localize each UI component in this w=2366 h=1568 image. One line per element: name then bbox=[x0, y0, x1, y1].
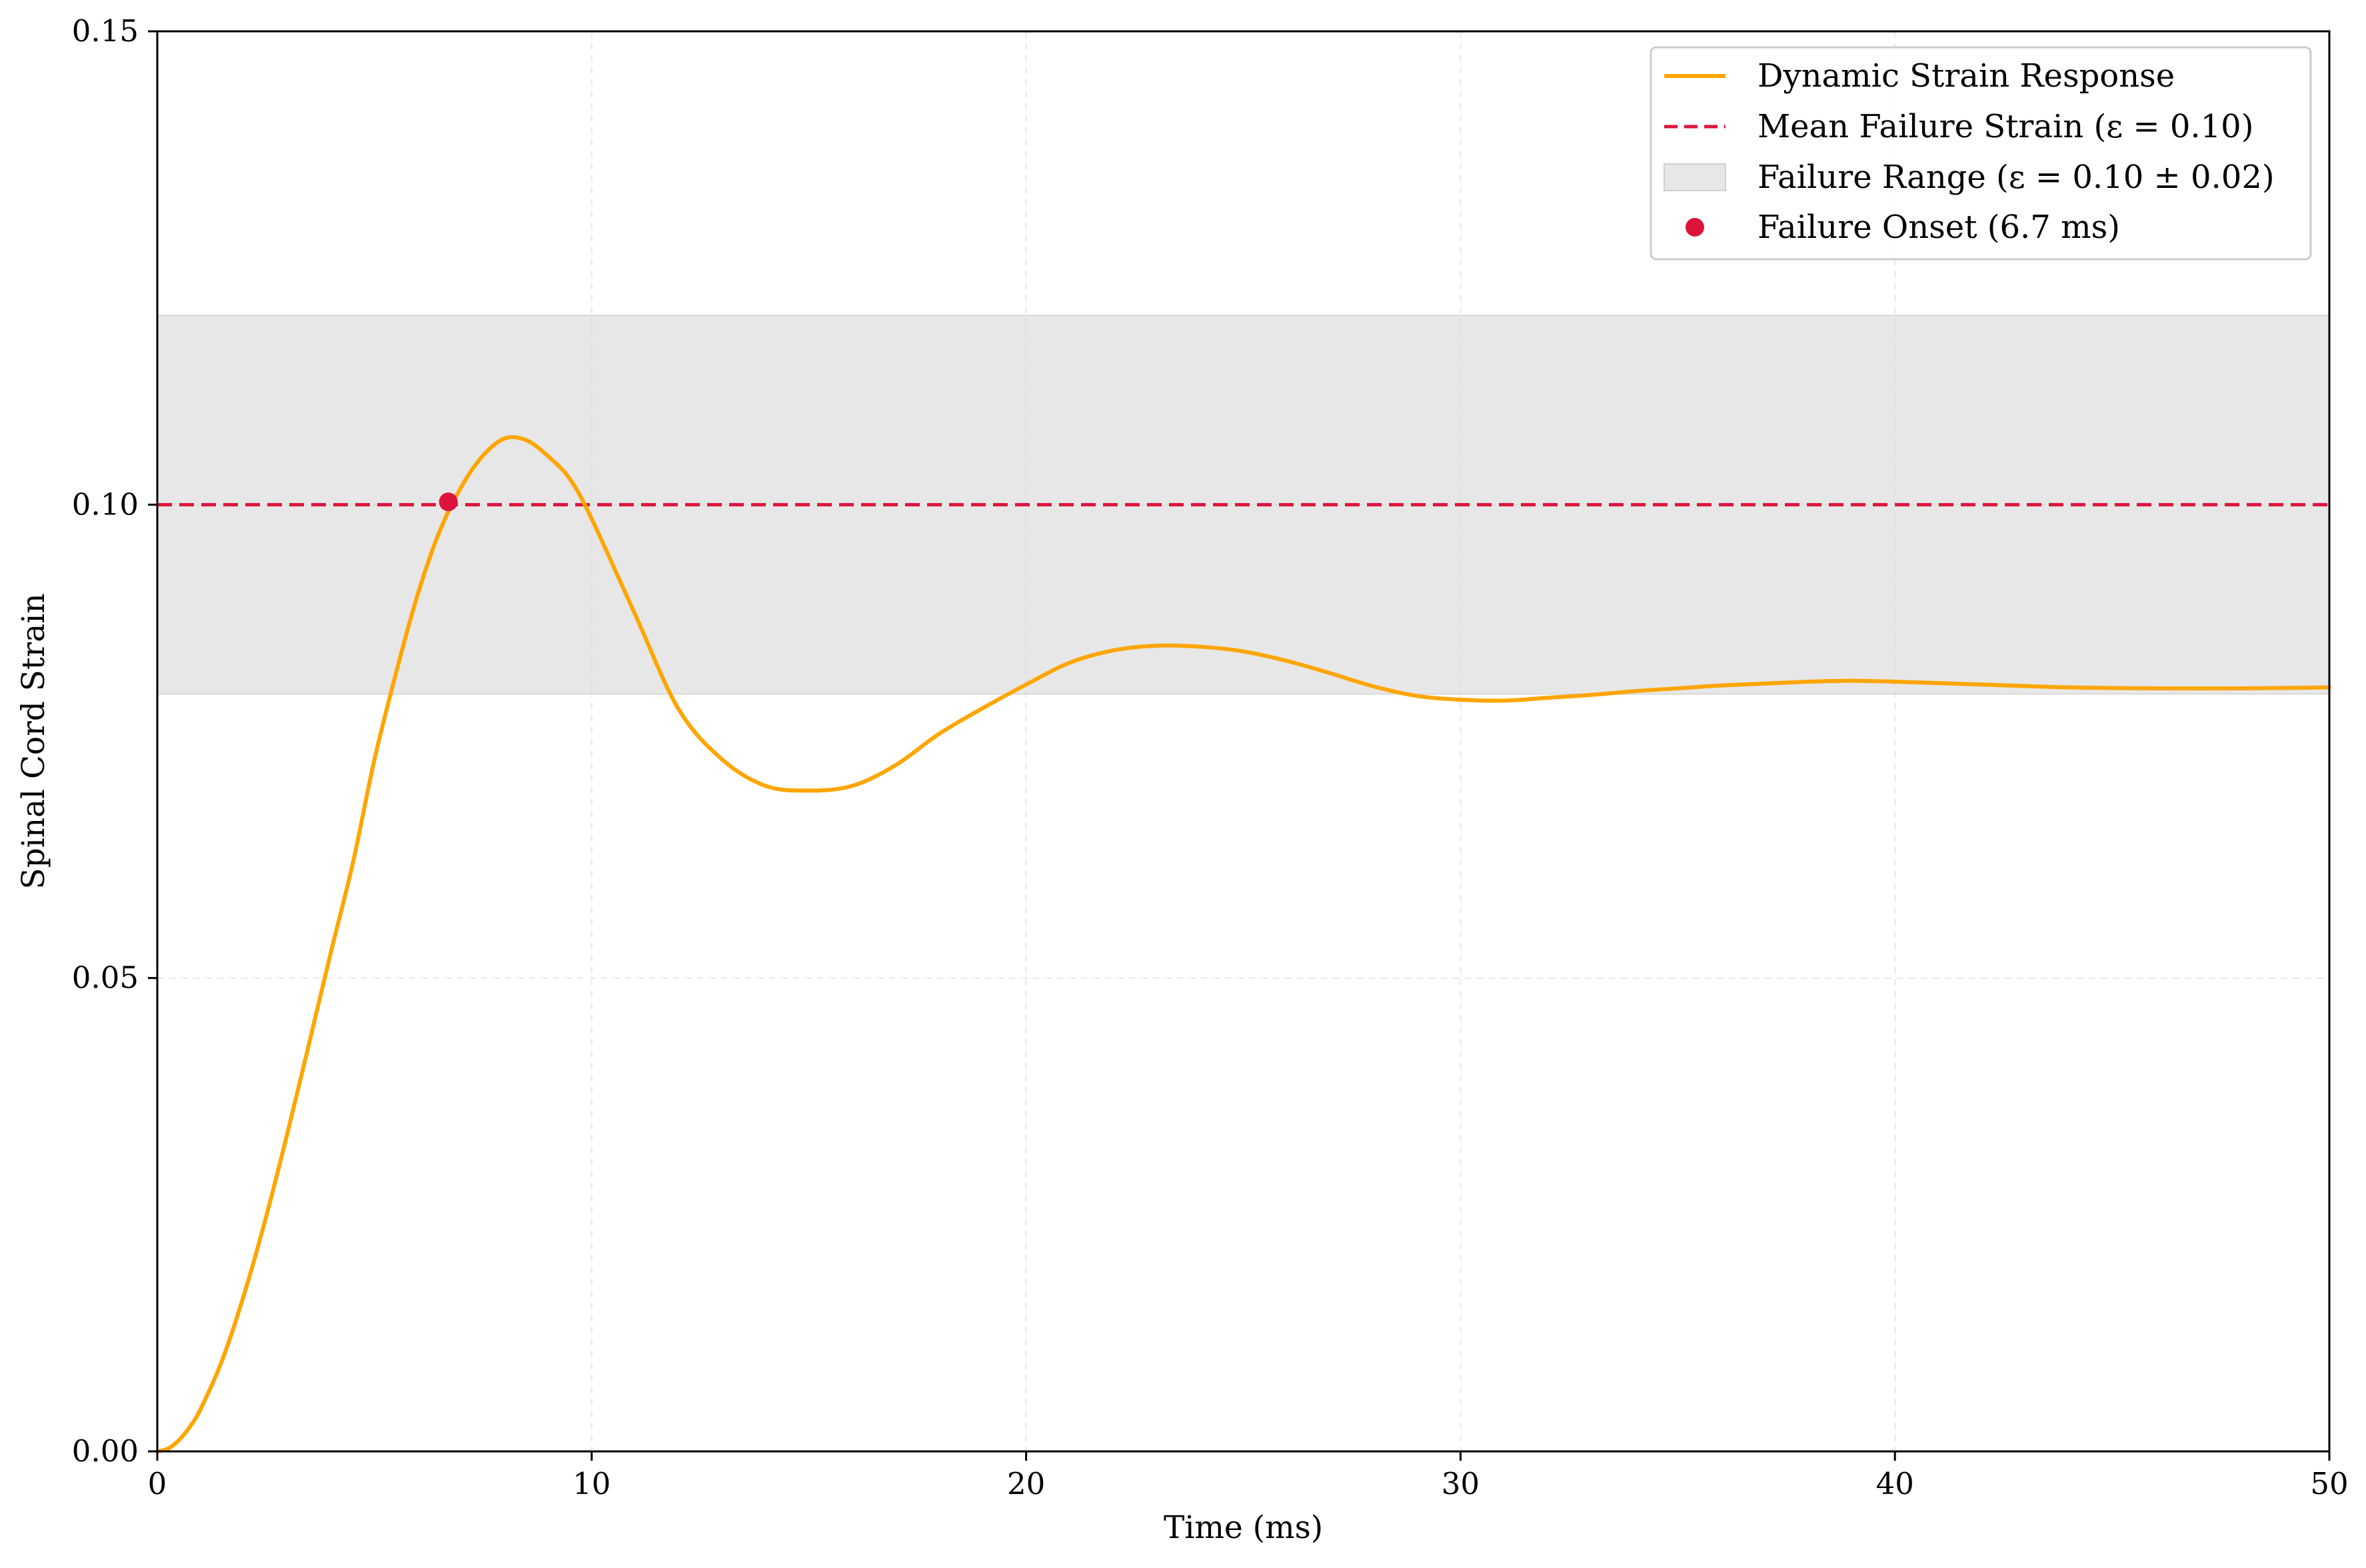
x-tick-label: 50 bbox=[2310, 1466, 2348, 1501]
legend-label-mean-failure: Mean Failure Strain (ε = 0.10) bbox=[1758, 108, 2253, 145]
failure-onset-point bbox=[439, 492, 458, 512]
legend-swatch-failure-range bbox=[1664, 163, 1726, 191]
x-axis-title: Time (ms) bbox=[1164, 1509, 1323, 1546]
y-tick-label: 0.05 bbox=[72, 960, 139, 996]
legend-box bbox=[1650, 46, 2312, 261]
y-axis-title: Spinal Cord Strain bbox=[15, 593, 52, 889]
x-tick-label: 30 bbox=[1442, 1466, 1480, 1501]
x-tick-label: 0 bbox=[148, 1466, 167, 1501]
y-tick-label: 0.15 bbox=[72, 13, 139, 49]
x-tick-label: 10 bbox=[573, 1466, 610, 1501]
x-tick-label: 20 bbox=[1007, 1466, 1045, 1501]
x-tick-label: 40 bbox=[1876, 1466, 1914, 1501]
legend-label-failure-onset: Failure Onset (6.7 ms) bbox=[1758, 209, 2120, 246]
y-tick-label: 0.10 bbox=[72, 486, 139, 522]
y-tick-label: 0.00 bbox=[72, 1433, 139, 1469]
legend-swatch-failure-onset bbox=[1686, 218, 1704, 237]
plot-area: 0 10 20 30 40 50 0.00 0.05 0.10 0.15 bbox=[72, 13, 2349, 1501]
strain-response-line bbox=[155, 434, 2331, 1453]
legend-label-strain-response: Dynamic Strain Response bbox=[1758, 57, 2175, 95]
legend-label-failure-range: Failure Range (ε = 0.10 ± 0.02) bbox=[1758, 159, 2275, 196]
legend: Dynamic Strain Response Mean Failure Str… bbox=[1650, 46, 2312, 261]
axes-frame bbox=[156, 30, 2331, 1453]
